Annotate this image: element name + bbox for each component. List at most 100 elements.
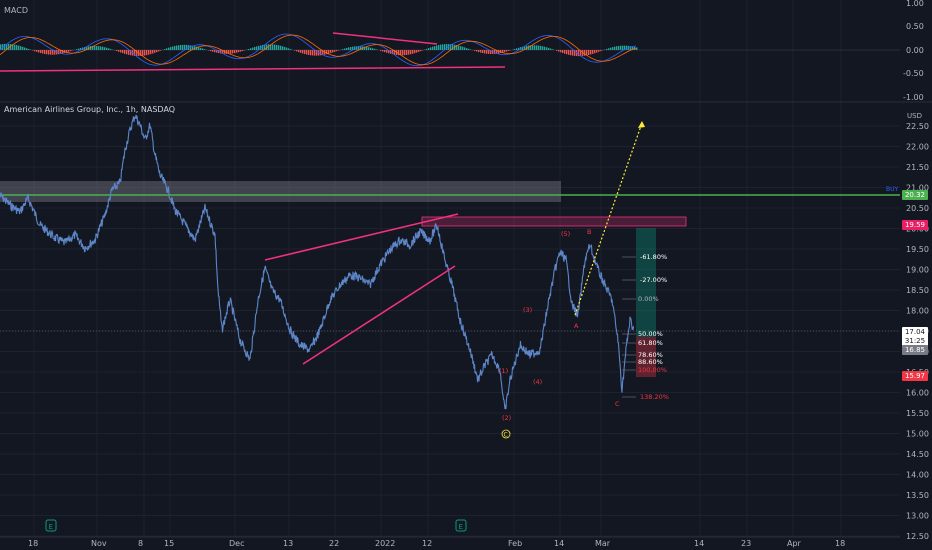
position-loss-zone[interactable] bbox=[636, 337, 656, 377]
macd-bar bbox=[118, 50, 120, 52]
macd-bar bbox=[130, 50, 132, 56]
macd-bar bbox=[80, 47, 82, 50]
macd-bar bbox=[310, 50, 312, 56]
macd-bar bbox=[220, 50, 222, 54]
time-tick: 15 bbox=[164, 539, 174, 548]
macd-bar bbox=[184, 44, 186, 50]
macd-bar bbox=[392, 50, 394, 55]
macd-bar bbox=[588, 50, 590, 55]
macd-bar bbox=[404, 50, 406, 56]
fib-retracement[interactable]: -61.80% -27.00% 0.00% 50.00% 61.80% 78.6… bbox=[622, 253, 669, 401]
projection-arrow-icon bbox=[638, 121, 645, 128]
macd-bar bbox=[222, 50, 224, 54]
target-zone[interactable] bbox=[421, 216, 687, 227]
time-tick: Apr bbox=[787, 539, 802, 548]
macd-bar bbox=[564, 50, 566, 54]
fib-label: 50.00% bbox=[638, 330, 663, 338]
macd-bar bbox=[380, 50, 382, 51]
macd-bar bbox=[442, 44, 444, 50]
macd-bar bbox=[566, 50, 568, 55]
currency-label: USD bbox=[907, 112, 922, 120]
macd-bar bbox=[482, 50, 484, 54]
buy-label: BUY bbox=[886, 186, 899, 193]
fib-label: 0.00% bbox=[638, 295, 659, 303]
wedge-upper-line[interactable] bbox=[264, 213, 459, 261]
macd-bar bbox=[176, 45, 178, 50]
macd-bar bbox=[282, 46, 284, 50]
price-tick: 20.50 bbox=[906, 204, 929, 213]
macd-bar bbox=[464, 47, 466, 50]
macd-bar bbox=[334, 50, 336, 52]
macd-bar bbox=[458, 45, 460, 50]
macd-bar bbox=[452, 44, 454, 50]
macd-bar bbox=[102, 46, 104, 50]
macd-bar bbox=[34, 50, 36, 52]
resistance-zone[interactable] bbox=[0, 181, 561, 202]
macd-bar bbox=[164, 49, 166, 50]
macd-bar bbox=[100, 46, 102, 50]
time-tick: 2022 bbox=[375, 539, 395, 548]
price-tick: 13.50 bbox=[906, 491, 929, 500]
macd-bar bbox=[232, 50, 234, 54]
price-tag-buy: 20.32 bbox=[902, 190, 928, 200]
macd-bar bbox=[606, 48, 608, 50]
macd-bar bbox=[546, 47, 548, 50]
time-tick: 14 bbox=[554, 539, 564, 548]
macd-bar bbox=[230, 50, 232, 54]
macd-bar bbox=[294, 50, 296, 51]
macd-bar bbox=[66, 50, 68, 53]
macd-bar bbox=[2, 44, 4, 50]
macd-bar bbox=[330, 50, 332, 54]
macd-bar bbox=[252, 47, 254, 50]
macd-bar bbox=[52, 50, 54, 55]
macd-bar bbox=[426, 48, 428, 50]
countdown-tag: 31:25 bbox=[902, 336, 928, 346]
macd-bar bbox=[0, 44, 2, 50]
macd-bar bbox=[266, 44, 268, 50]
time-axis[interactable]: 18 Nov 8 15 Dec 13 22 2022 12 Feb 14 Mar 14 23 Apr 18 bbox=[28, 539, 845, 548]
price-tag-prev: 16.85 bbox=[902, 345, 928, 355]
wedge-lower-line[interactable] bbox=[302, 265, 456, 365]
macd-bar bbox=[560, 50, 562, 53]
position-profit-zone[interactable] bbox=[636, 228, 656, 337]
earnings-icon[interactable]: E bbox=[455, 519, 467, 532]
macd-bar bbox=[92, 45, 94, 50]
macd-bar bbox=[152, 50, 154, 54]
macd-bar bbox=[624, 45, 626, 50]
macd-bar bbox=[270, 44, 272, 50]
macd-bar bbox=[26, 48, 28, 50]
projection-dotted-line[interactable] bbox=[574, 122, 643, 316]
macd-bar bbox=[284, 46, 286, 50]
macd-bar bbox=[314, 50, 316, 56]
macd-bar bbox=[526, 45, 528, 50]
macd-bar bbox=[484, 50, 486, 54]
macd-bar bbox=[36, 50, 38, 52]
macd-bar bbox=[204, 49, 206, 50]
macd-bar bbox=[296, 50, 298, 52]
macd-bar bbox=[358, 46, 360, 50]
macd-bar bbox=[552, 49, 554, 50]
macd-bar bbox=[614, 46, 616, 50]
macd-line bbox=[0, 33, 637, 67]
wave-label: C bbox=[615, 400, 620, 408]
macd-bar bbox=[504, 50, 506, 53]
price-tick: 18.00 bbox=[906, 307, 929, 316]
macd-bar bbox=[200, 47, 202, 50]
macd-bar bbox=[394, 50, 396, 55]
macd-bar bbox=[272, 44, 274, 50]
macd-title: MACD bbox=[4, 6, 28, 15]
macd-bar bbox=[12, 44, 14, 50]
macd-bar bbox=[236, 50, 238, 53]
macd-bar bbox=[384, 50, 386, 53]
macd-bar bbox=[288, 48, 290, 50]
macd-bar bbox=[166, 48, 168, 50]
wave-c-circle-icon bbox=[501, 429, 511, 439]
symbol-title[interactable]: American Airlines Group, Inc., 1h, NASDA… bbox=[4, 105, 176, 114]
earnings-icon[interactable]: E bbox=[45, 519, 57, 532]
macd-bar bbox=[8, 43, 10, 50]
macd-bar bbox=[562, 50, 564, 54]
price-tick: 22.50 bbox=[906, 122, 929, 131]
macd-bar bbox=[198, 47, 200, 50]
macd-bar bbox=[144, 50, 146, 56]
